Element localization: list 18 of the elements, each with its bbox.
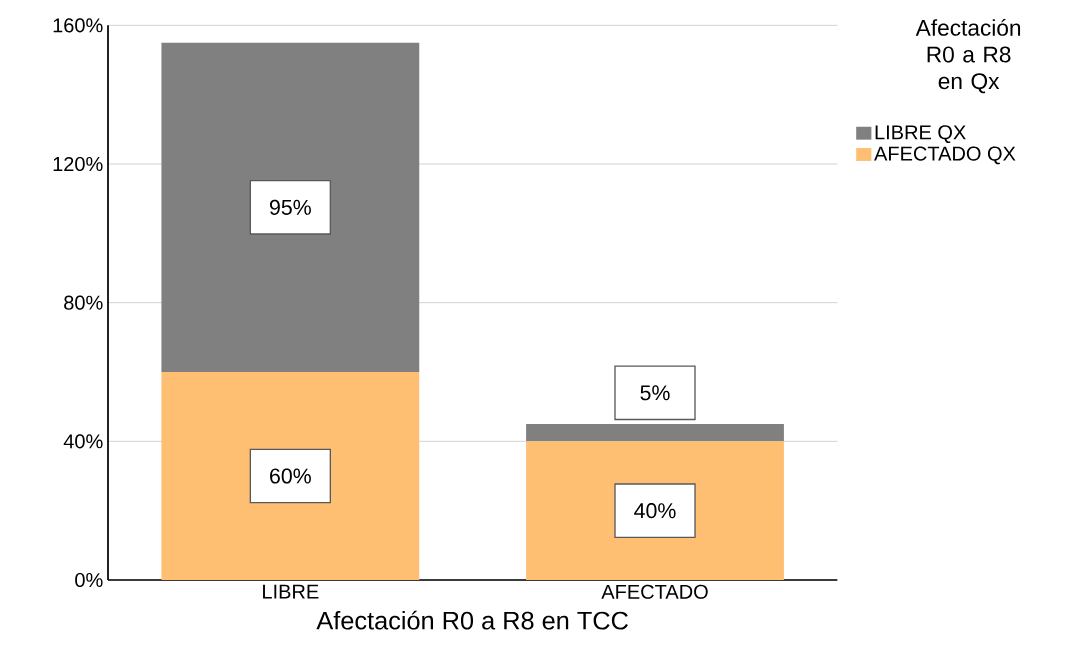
bar bbox=[526, 424, 784, 442]
data-label: 5% bbox=[640, 385, 670, 401]
data-label: 40% bbox=[634, 503, 676, 519]
bar bbox=[161, 372, 420, 580]
y-tick-label: 80% bbox=[64, 295, 103, 310]
y-tick-label: 0% bbox=[75, 572, 103, 588]
x-axis-title: Afectación R0 a R8 en TCC bbox=[316, 610, 628, 630]
y-tick-label: 40% bbox=[63, 434, 103, 449]
data-label: 60% bbox=[270, 468, 311, 484]
x-tick-label: AFECTADO bbox=[601, 584, 708, 599]
x-tick-label: LIBRE bbox=[263, 584, 319, 599]
legend-label: LIBRE QX bbox=[875, 125, 966, 143]
legend-title: Afectación R0 a R8 en Qx bbox=[915, 18, 1021, 94]
legend-label: AFECTADO QX bbox=[874, 146, 1016, 165]
bar bbox=[161, 42, 420, 372]
data-label: 95% bbox=[269, 199, 311, 215]
y-tick-label: 160% bbox=[53, 18, 103, 33]
y-tick-label: 120% bbox=[53, 156, 103, 172]
